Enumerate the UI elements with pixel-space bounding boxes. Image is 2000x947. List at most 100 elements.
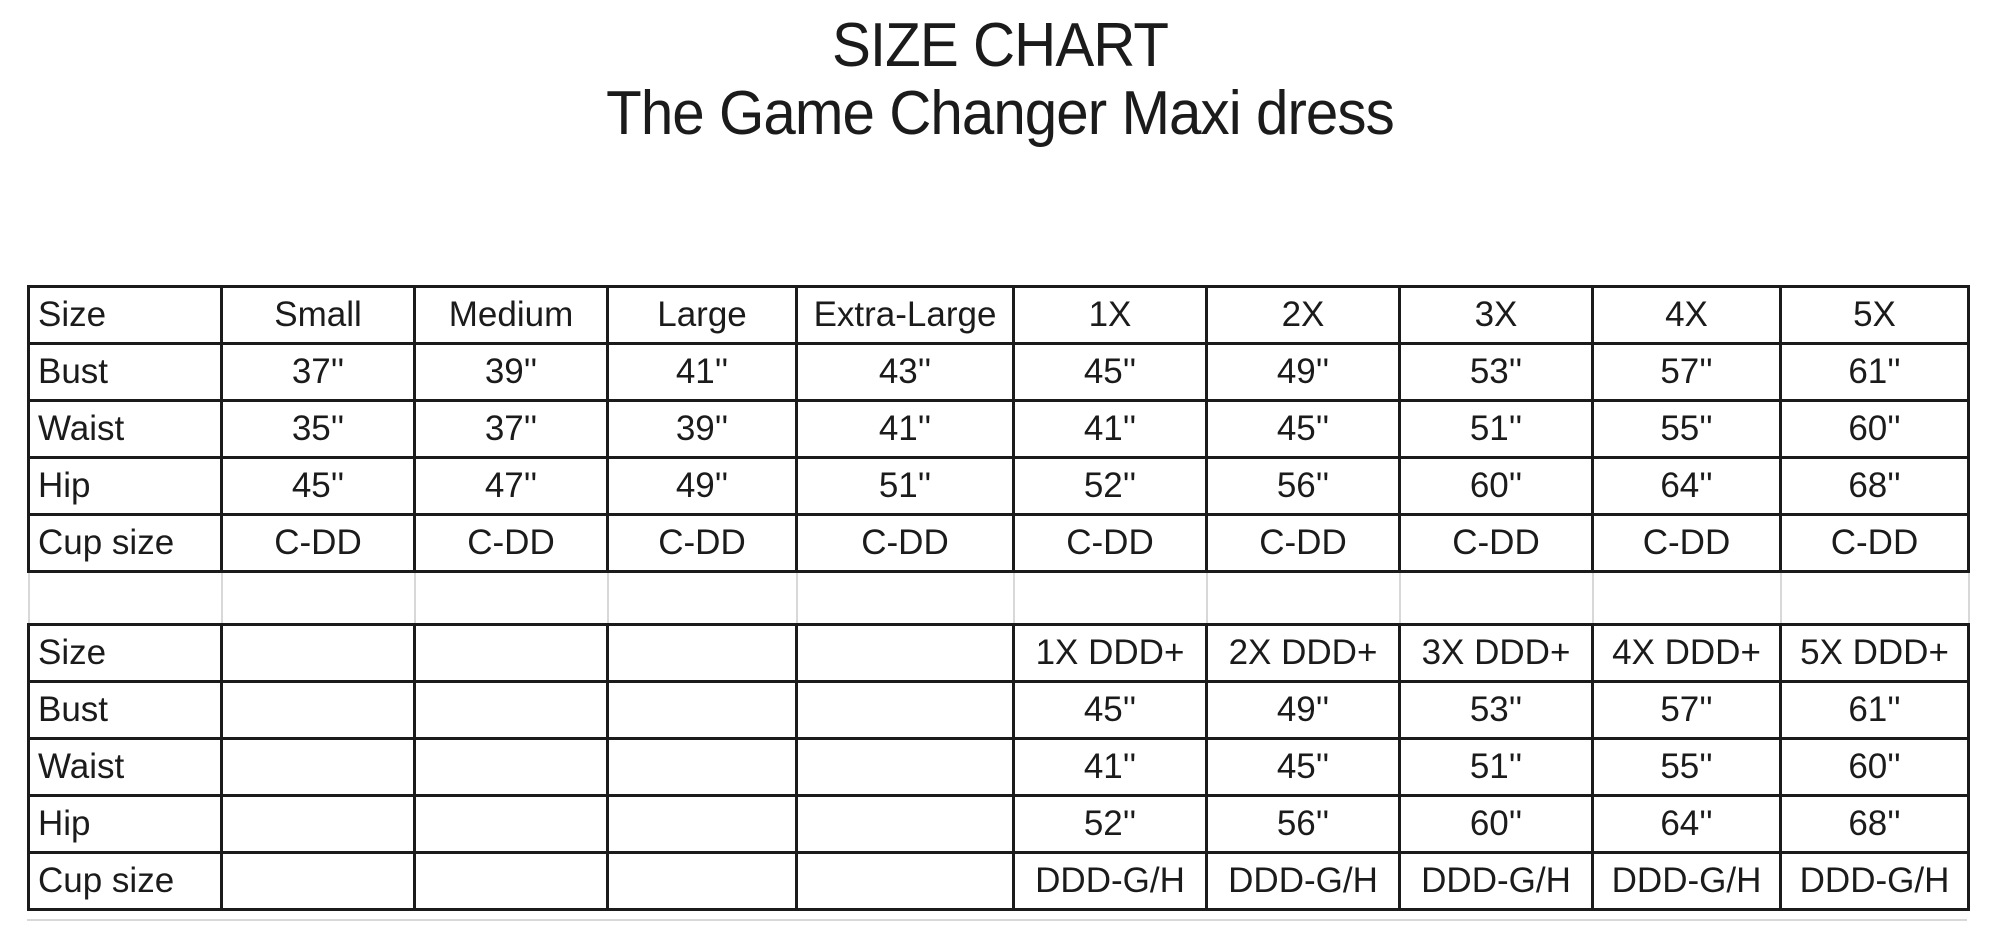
spacer-cell bbox=[1591, 571, 1782, 625]
table-cell: 41'' bbox=[606, 342, 798, 402]
table-cell: 45'' bbox=[1012, 342, 1208, 402]
spacer-cell bbox=[1205, 571, 1401, 625]
table2-header-empty bbox=[795, 623, 1015, 683]
table-cell: 60'' bbox=[1398, 456, 1594, 516]
table-cell: 64'' bbox=[1591, 794, 1782, 854]
row-label: Hip bbox=[27, 794, 223, 854]
table-cell bbox=[220, 794, 416, 854]
table-cell bbox=[795, 851, 1015, 911]
row-label: Waist bbox=[27, 399, 223, 459]
table1-header-small: Small bbox=[220, 285, 416, 345]
table1-row-hip: Hip 45'' 47'' 49'' 51'' 52'' 56'' 60'' 6… bbox=[27, 456, 1970, 516]
table1-header-large: Large bbox=[606, 285, 798, 345]
table2-header-5x-ddd: 5X DDD+ bbox=[1779, 623, 1970, 683]
table-cell: 55'' bbox=[1591, 737, 1782, 797]
table-cell: 60'' bbox=[1398, 794, 1594, 854]
table2-header-empty bbox=[220, 623, 416, 683]
table-cell: C-DD bbox=[1012, 513, 1208, 573]
table-cell: 56'' bbox=[1205, 794, 1401, 854]
table2-header-2x-ddd: 2X DDD+ bbox=[1205, 623, 1401, 683]
spacer-cell bbox=[606, 571, 798, 625]
row-label: Bust bbox=[27, 342, 223, 402]
table1-header-extra-large: Extra-Large bbox=[795, 285, 1015, 345]
table-cell bbox=[606, 680, 798, 740]
spacer-cell bbox=[1012, 571, 1208, 625]
table-cell: DDD-G/H bbox=[1591, 851, 1782, 911]
table1-header-3x: 3X bbox=[1398, 285, 1594, 345]
table-cell bbox=[413, 794, 609, 854]
table-cell: C-DD bbox=[413, 513, 609, 573]
table1-header-5x: 5X bbox=[1779, 285, 1970, 345]
table-cell: 41'' bbox=[795, 399, 1015, 459]
table-cell: C-DD bbox=[1591, 513, 1782, 573]
table-cell: 52'' bbox=[1012, 456, 1208, 516]
table-cell: 61'' bbox=[1779, 342, 1970, 402]
table-cell bbox=[220, 680, 416, 740]
table2-header-1x-ddd: 1X DDD+ bbox=[1012, 623, 1208, 683]
table-cell bbox=[220, 851, 416, 911]
table-cell: 47'' bbox=[413, 456, 609, 516]
table2-header-4x-ddd: 4X DDD+ bbox=[1591, 623, 1782, 683]
table-cell: 45'' bbox=[1205, 737, 1401, 797]
table-cell: 39'' bbox=[413, 342, 609, 402]
table-cell: 49'' bbox=[606, 456, 798, 516]
table-cell: 68'' bbox=[1779, 794, 1970, 854]
table-cell: 41'' bbox=[1012, 737, 1208, 797]
row-label: Bust bbox=[27, 680, 223, 740]
table-cell: 41'' bbox=[1012, 399, 1208, 459]
table2-header-3x-ddd: 3X DDD+ bbox=[1398, 623, 1594, 683]
table-cell: 64'' bbox=[1591, 456, 1782, 516]
spacer-cell bbox=[1398, 571, 1594, 625]
table-cell bbox=[413, 737, 609, 797]
table-cell: DDD-G/H bbox=[1398, 851, 1594, 911]
table-cell: 45'' bbox=[1012, 680, 1208, 740]
table1-header-2x: 2X bbox=[1205, 285, 1401, 345]
table-cell bbox=[795, 680, 1015, 740]
table-cell: C-DD bbox=[1398, 513, 1594, 573]
table-cell: C-DD bbox=[1779, 513, 1970, 573]
table1-row-cup-size: Cup size C-DD C-DD C-DD C-DD C-DD C-DD C… bbox=[27, 513, 1970, 573]
table-cell: 53'' bbox=[1398, 680, 1594, 740]
table-cell: 57'' bbox=[1591, 342, 1782, 402]
table1-header-row: Size Small Medium Large Extra-Large 1X 2… bbox=[27, 285, 1970, 345]
size-chart-table: Size Small Medium Large Extra-Large 1X 2… bbox=[27, 285, 1970, 911]
table-cell: 52'' bbox=[1012, 794, 1208, 854]
table-cell: 45'' bbox=[220, 456, 416, 516]
table-cell: 37'' bbox=[220, 342, 416, 402]
table-cell: 51'' bbox=[1398, 399, 1594, 459]
table2-row-waist: Waist 41'' 45'' 51'' 55'' 60'' bbox=[27, 737, 1970, 797]
table1-header-size: Size bbox=[27, 285, 223, 345]
row-label: Cup size bbox=[27, 851, 223, 911]
table1-row-bust: Bust 37'' 39'' 41'' 43'' 45'' 49'' 53'' … bbox=[27, 342, 1970, 402]
table-cell: 57'' bbox=[1591, 680, 1782, 740]
table1-row-waist: Waist 35'' 37'' 39'' 41'' 41'' 45'' 51''… bbox=[27, 399, 1970, 459]
table-cell: 35'' bbox=[220, 399, 416, 459]
spacer-cell bbox=[1779, 571, 1970, 625]
table-cell bbox=[606, 851, 798, 911]
page-title: SIZE CHART bbox=[831, 11, 1169, 80]
spacer-row bbox=[27, 571, 1970, 625]
spacer-cell bbox=[27, 571, 223, 625]
table-cell: 49'' bbox=[1205, 680, 1401, 740]
row-label: Hip bbox=[27, 456, 223, 516]
spacer-cell bbox=[413, 571, 609, 625]
table-cell: DDD-G/H bbox=[1205, 851, 1401, 911]
table1-header-medium: Medium bbox=[413, 285, 609, 345]
page-subtitle: The Game Changer Maxi dress bbox=[606, 79, 1395, 148]
table-cell: 60'' bbox=[1779, 399, 1970, 459]
table-cell bbox=[795, 737, 1015, 797]
table-cell: 45'' bbox=[1205, 399, 1401, 459]
table-cell: 68'' bbox=[1779, 456, 1970, 516]
row-label: Waist bbox=[27, 737, 223, 797]
table-cell: C-DD bbox=[606, 513, 798, 573]
table-cell: 60'' bbox=[1779, 737, 1970, 797]
table-cell: 55'' bbox=[1591, 399, 1782, 459]
table-cell: 56'' bbox=[1205, 456, 1401, 516]
table2-header-empty bbox=[413, 623, 609, 683]
table2-header-row: Size 1X DDD+ 2X DDD+ 3X DDD+ 4X DDD+ 5X … bbox=[27, 623, 1970, 683]
table2-header-empty bbox=[606, 623, 798, 683]
row-label: Cup size bbox=[27, 513, 223, 573]
table-cell: 51'' bbox=[1398, 737, 1594, 797]
table-cell bbox=[413, 851, 609, 911]
table-cell: 37'' bbox=[413, 399, 609, 459]
